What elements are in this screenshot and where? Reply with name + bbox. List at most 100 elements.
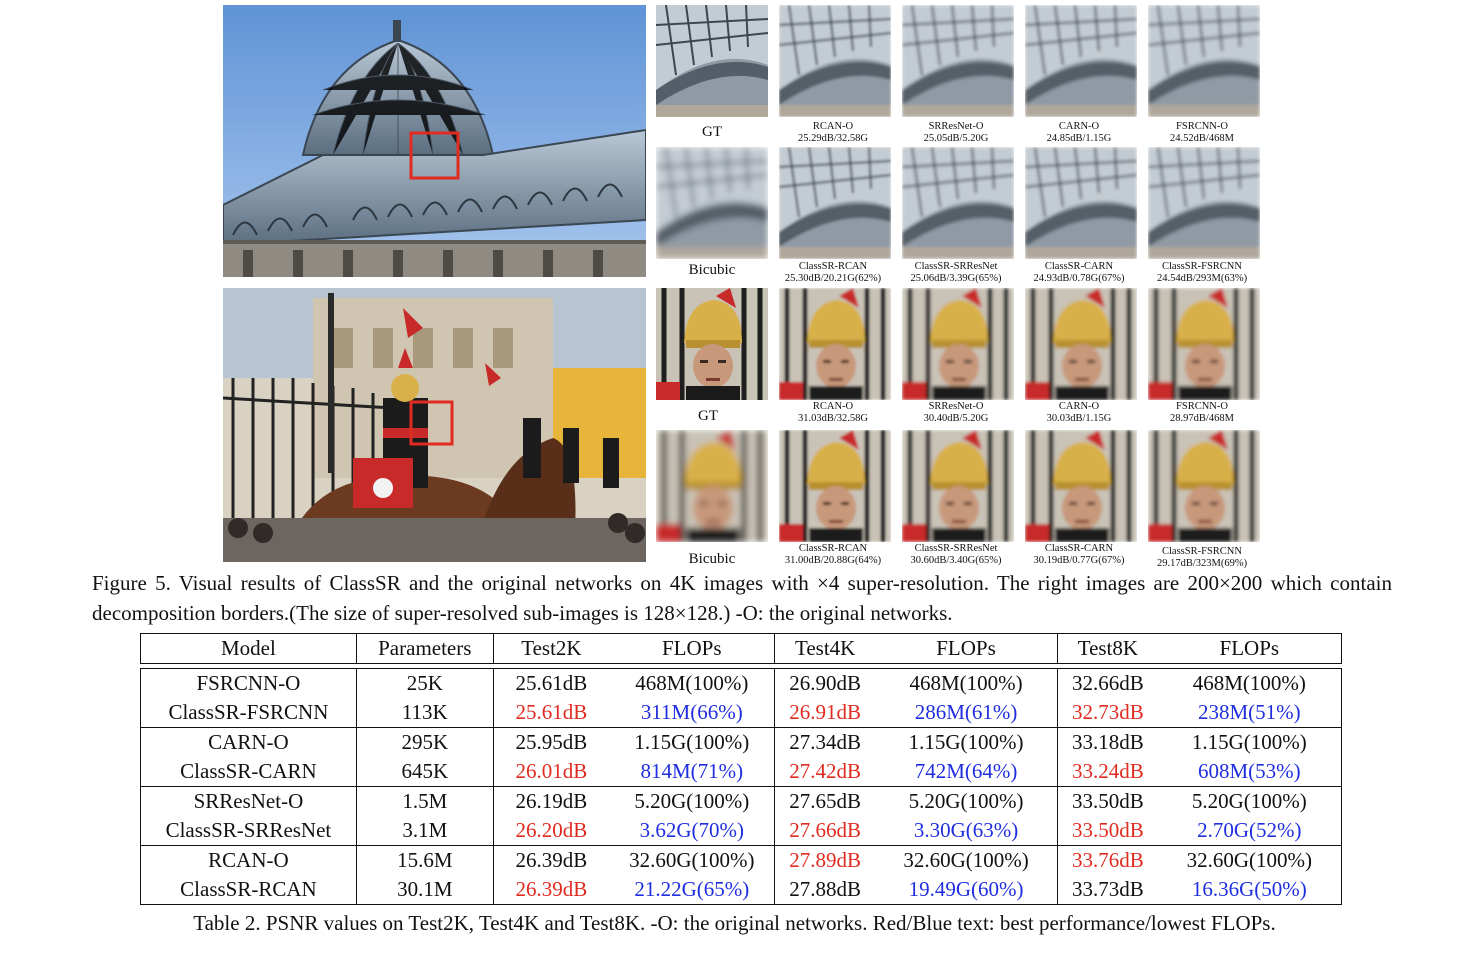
table-caption: Table 2. PSNR values on Test2K, Test4K a… bbox=[193, 911, 1276, 935]
bicubic-label: Bicubic bbox=[688, 551, 736, 567]
thumb-label: FSRCNN-O 28.97dB/468M bbox=[1170, 401, 1234, 424]
thumb-classsr-carn bbox=[1025, 430, 1137, 542]
table-cell-t2k: 25.61dB bbox=[493, 668, 610, 698]
thumb-rcan-o bbox=[779, 288, 891, 400]
table-cell-f8k: 238M(51%) bbox=[1157, 698, 1342, 728]
thumb-label: ClassSR-FSRCNN 24.54dB/293M(63%) bbox=[1156, 261, 1248, 284]
thumb-label: ClassSR-SRResNet 30.60dB/3.40G(65%) bbox=[910, 543, 1002, 566]
table-cell-model: ClassSR-FSRCNN bbox=[140, 698, 357, 728]
table-cell-model: ClassSR-RCAN bbox=[140, 875, 357, 905]
crop-box bbox=[409, 400, 454, 446]
table-cell-f4k: 19.49G(60%) bbox=[874, 875, 1059, 905]
parade-photo bbox=[223, 288, 646, 562]
glass-palace-photo bbox=[223, 5, 646, 277]
table-cell-params: 30.1M bbox=[356, 875, 494, 905]
thumb-label: ClassSR-RCAN 31.00dB/20.88G(64%) bbox=[784, 543, 882, 566]
table-cell-f8k: 1.15G(100%) bbox=[1157, 727, 1342, 757]
table-row: ClassSR-FSRCNN 113K 25.61dB 311M(66%) 26.91d… bbox=[140, 698, 1342, 728]
table-cell-t8k: 32.66dB bbox=[1057, 668, 1158, 698]
thumb-label: RCAN-O 25.29dB/32.58G bbox=[797, 121, 868, 144]
table-body: FSRCNN-O 25K 25.61dB 468M(100%) 26.90dB 468M(… bbox=[140, 664, 1342, 905]
thumb-label: FSRCNN-O 24.52dB/468M bbox=[1170, 121, 1234, 144]
table-cell-f4k: 32.60G(100%) bbox=[874, 845, 1059, 875]
thumb-label: ClassSR-CARN 24.93dB/0.78G(67%) bbox=[1033, 261, 1125, 284]
table-cell-t4k: 26.90dB bbox=[774, 668, 875, 698]
table-cell-t2k: 25.95dB bbox=[493, 727, 610, 757]
table-cell-t4k: 27.88dB bbox=[774, 875, 875, 905]
table-cell-t8k: 33.50dB bbox=[1057, 816, 1158, 846]
thumb-classsr-srresnet bbox=[902, 147, 1014, 259]
table-row: RCAN-O 15.6M 26.39dB 32.60G(100%) 27.89dB 32.… bbox=[140, 845, 1342, 875]
table-cell-model: ClassSR-SRResNet bbox=[140, 816, 357, 846]
table-row: FSRCNN-O 25K 25.61dB 468M(100%) 26.90dB 468M(… bbox=[140, 668, 1342, 698]
table-row: SRResNet-O 1.5M 26.19dB 5.20G(100%) 27.65dB 5… bbox=[140, 786, 1342, 816]
thumb-bicubic bbox=[656, 147, 768, 259]
table-cell-params: 15.6M bbox=[356, 845, 494, 875]
thumb-label: ClassSR-RCAN 25.30dB/20.21G(62%) bbox=[784, 261, 882, 284]
table-cell-f8k: 16.36G(50%) bbox=[1157, 875, 1342, 905]
table-cell-model: RCAN-O bbox=[140, 845, 357, 875]
table-header-row: Model Parameters Test2K FLOPs Test4K FLO… bbox=[140, 633, 1342, 664]
table-cell-f2k: 5.20G(100%) bbox=[609, 786, 776, 816]
table-cell-t4k: 27.65dB bbox=[774, 786, 875, 816]
thumb-label: SRResNet-O 25.05dB/5.20G bbox=[923, 121, 989, 144]
table-cell-model: ClassSR-CARN bbox=[140, 757, 357, 787]
thumb-gt bbox=[656, 288, 768, 400]
thumb-fsrcnn-o bbox=[1148, 288, 1260, 400]
thumb-classsr-fsrcnn bbox=[1148, 147, 1260, 259]
col-header: Test2K bbox=[493, 633, 610, 664]
thumb-srresnet-o bbox=[902, 5, 1014, 117]
table-row: ClassSR-RCAN 30.1M 26.39dB 21.22G(65%) 27.88… bbox=[140, 875, 1342, 905]
table-cell-t2k: 25.61dB bbox=[493, 698, 610, 728]
table-cell-t8k: 33.18dB bbox=[1057, 727, 1158, 757]
table-cell-model: FSRCNN-O bbox=[140, 668, 357, 698]
col-header: FLOPs bbox=[874, 633, 1059, 664]
table-cell-t4k: 27.34dB bbox=[774, 727, 875, 757]
table-cell-model: SRResNet-O bbox=[140, 786, 357, 816]
thumb-label: ClassSR-FSRCNN 29.17dB/323M(69%) bbox=[1156, 546, 1248, 569]
thumb-rcan-o bbox=[779, 5, 891, 117]
thumb-fsrcnn-o bbox=[1148, 5, 1260, 117]
table-cell-t8k: 33.24dB bbox=[1057, 757, 1158, 787]
table-cell-f4k: 742M(64%) bbox=[874, 757, 1059, 787]
thumb-label: SRResNet-O 30.40dB/5.20G bbox=[923, 401, 989, 424]
col-header: Parameters bbox=[356, 633, 494, 664]
table-cell-t4k: 27.66dB bbox=[774, 816, 875, 846]
table-cell-t8k: 33.73dB bbox=[1057, 875, 1158, 905]
table-cell-params: 645K bbox=[356, 757, 494, 787]
table-cell-t8k: 33.50dB bbox=[1057, 786, 1158, 816]
bicubic-label: Bicubic bbox=[688, 262, 736, 278]
table-cell-t8k: 32.73dB bbox=[1057, 698, 1158, 728]
thumb-classsr-rcan bbox=[779, 430, 891, 542]
table-cell-f4k: 3.30G(63%) bbox=[874, 816, 1059, 846]
thumb-label: CARN-O 24.85dB/1.15G bbox=[1046, 121, 1112, 144]
table-cell-t2k: 26.19dB bbox=[493, 786, 610, 816]
col-header: FLOPs bbox=[1157, 633, 1342, 664]
gt-label: GT bbox=[698, 408, 718, 424]
table-row: CARN-O 295K 25.95dB 1.15G(100%) 27.34dB 1.15G… bbox=[140, 727, 1342, 757]
thumb-carn-o bbox=[1025, 288, 1137, 400]
table-cell-params: 3.1M bbox=[356, 816, 494, 846]
table-cell-f2k: 814M(71%) bbox=[609, 757, 776, 787]
thumb-label: CARN-O 30.03dB/1.15G bbox=[1046, 401, 1112, 424]
table-cell-f8k: 608M(53%) bbox=[1157, 757, 1342, 787]
figure-5: GT RCAN-O 25.29dB/32.58G SRResNet-O 25.05d… bbox=[223, 5, 1260, 569]
col-header: Model bbox=[140, 633, 357, 664]
table-row: ClassSR-CARN 645K 26.01dB 814M(71%) 27.42dB 7… bbox=[140, 757, 1342, 787]
col-header: Test4K bbox=[774, 633, 875, 664]
thumb-classsr-rcan bbox=[779, 147, 891, 259]
thumb-label: ClassSR-SRResNet 25.06dB/3.39G(65%) bbox=[910, 261, 1002, 284]
thumb-bicubic bbox=[656, 430, 768, 542]
thumb-label: ClassSR-CARN 30.19dB/0.77G(67%) bbox=[1033, 543, 1125, 566]
table-cell-params: 113K bbox=[356, 698, 494, 728]
gt-label: GT bbox=[702, 124, 722, 140]
thumb-label: RCAN-O 31.03dB/32.58G bbox=[797, 401, 868, 424]
table-cell-model: CARN-O bbox=[140, 727, 357, 757]
thumb-classsr-srresnet bbox=[902, 430, 1014, 542]
table-cell-t4k: 27.42dB bbox=[774, 757, 875, 787]
table-cell-t2k: 26.01dB bbox=[493, 757, 610, 787]
crop-box bbox=[409, 131, 460, 180]
table-cell-f4k: 5.20G(100%) bbox=[874, 786, 1059, 816]
table-row: ClassSR-SRResNet 3.1M 26.20dB 3.62G(70%) 27.… bbox=[140, 816, 1342, 846]
thumb-classsr-fsrcnn bbox=[1148, 430, 1260, 542]
